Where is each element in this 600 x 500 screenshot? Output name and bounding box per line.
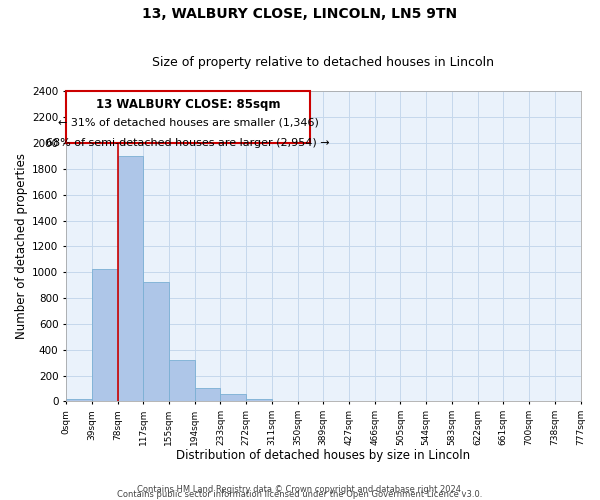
Text: Contains public sector information licensed under the Open Government Licence v3: Contains public sector information licen… xyxy=(118,490,482,499)
FancyBboxPatch shape xyxy=(66,92,310,143)
Bar xyxy=(194,388,220,402)
Bar xyxy=(169,360,194,402)
Bar xyxy=(92,269,118,402)
Text: ← 31% of detached houses are smaller (1,346): ← 31% of detached houses are smaller (1,… xyxy=(58,118,319,128)
Text: 13, WALBURY CLOSE, LINCOLN, LN5 9TN: 13, WALBURY CLOSE, LINCOLN, LN5 9TN xyxy=(142,8,458,22)
Text: Contains HM Land Registry data © Crown copyright and database right 2024.: Contains HM Land Registry data © Crown c… xyxy=(137,484,463,494)
Bar xyxy=(246,398,272,402)
Title: Size of property relative to detached houses in Lincoln: Size of property relative to detached ho… xyxy=(152,56,494,70)
Bar xyxy=(220,394,246,402)
Bar xyxy=(66,398,92,402)
Y-axis label: Number of detached properties: Number of detached properties xyxy=(15,154,28,340)
Bar xyxy=(143,282,169,402)
X-axis label: Distribution of detached houses by size in Lincoln: Distribution of detached houses by size … xyxy=(176,450,470,462)
Text: 13 WALBURY CLOSE: 85sqm: 13 WALBURY CLOSE: 85sqm xyxy=(96,98,280,110)
Bar xyxy=(118,156,143,402)
Text: 68% of semi-detached houses are larger (2,954) →: 68% of semi-detached houses are larger (… xyxy=(46,138,330,148)
